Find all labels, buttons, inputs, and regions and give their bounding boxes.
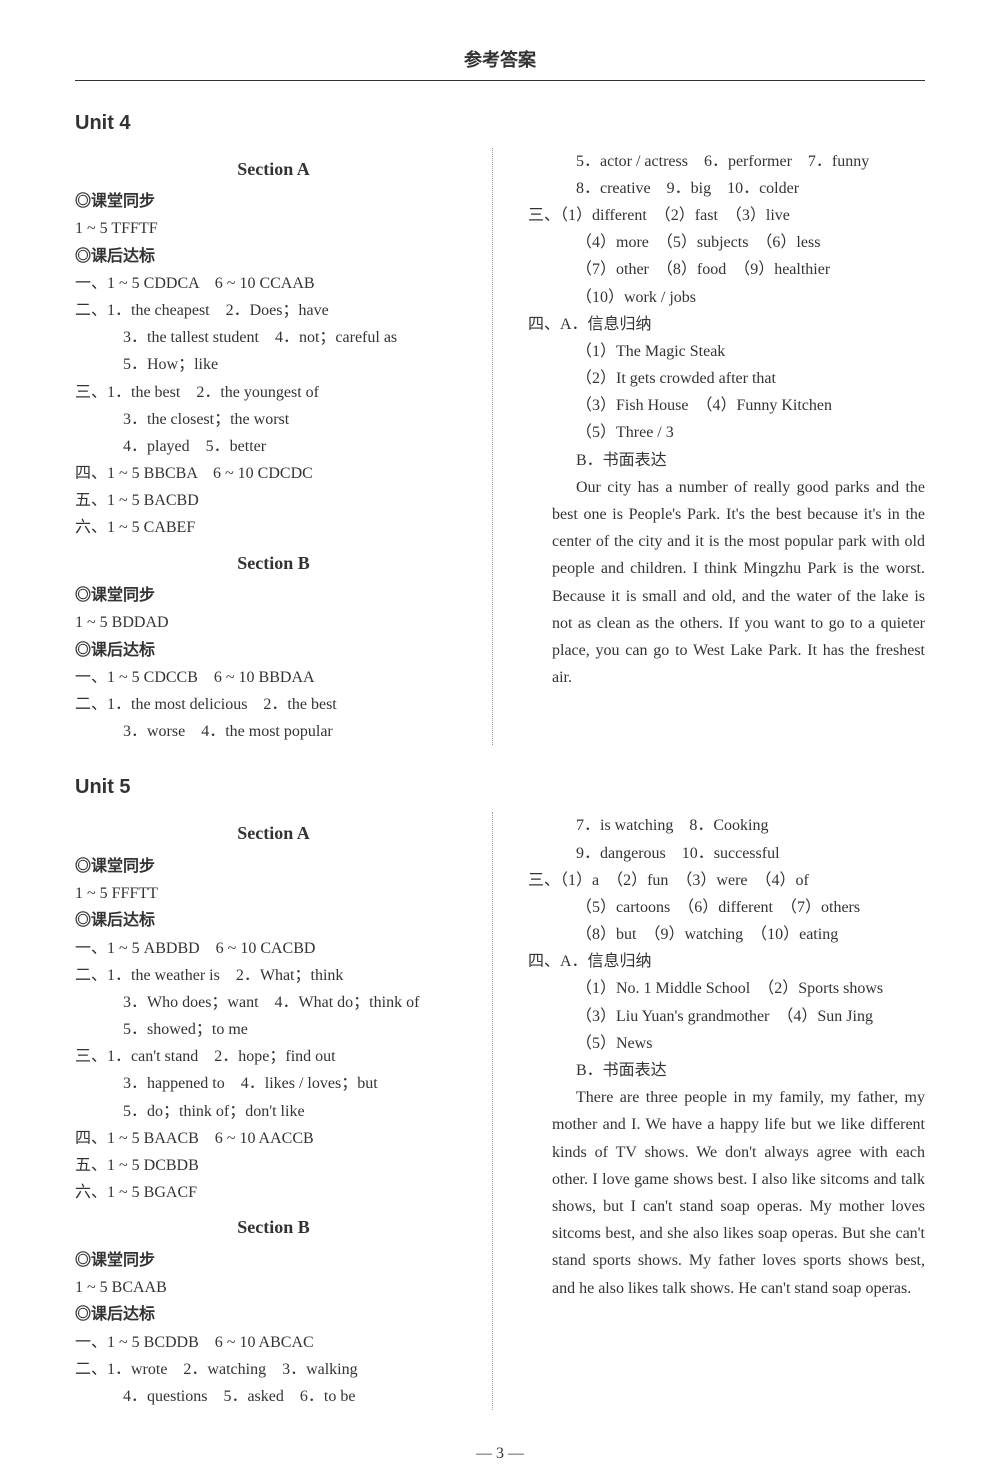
- u4-secA-l3a: 三、1．the best 2．the youngest of: [75, 379, 472, 406]
- u5-essay-text: There are three people in my family, my …: [552, 1084, 925, 1302]
- u5-si-b: B．书面表达: [528, 1057, 925, 1084]
- u5-san-c: （8）but （9）watching （10）eating: [528, 921, 925, 948]
- u4-si-b: B．书面表达: [528, 447, 925, 474]
- u4-essay-text: Our city has a number of really good par…: [552, 474, 925, 692]
- u5-si-3: （5）News: [528, 1030, 925, 1057]
- u5-r2: 9．dangerous 10．successful: [528, 840, 925, 867]
- unit5-right-col: 7．is watching 8．Cooking 9．dangerous 10．s…: [528, 812, 925, 1410]
- unit5-left-col: Section A 课堂同步 1 ~ 5 FFFTT 课后达标 一、1 ~ 5 …: [75, 812, 493, 1410]
- u5-secB-kt-label: 课堂同步: [75, 1247, 472, 1274]
- u4-secA-l4: 四、1 ~ 5 BBCBA 6 ~ 10 CDCDC: [75, 460, 472, 487]
- u4-san-c: （7）other （8）food （9）healthier: [528, 256, 925, 283]
- u4-secA-l5: 五、1 ~ 5 BACBD: [75, 487, 472, 514]
- u4-san-a: 三、（1）different （2）fast （3）live: [528, 202, 925, 229]
- u4-si-head: 四、A．信息归纳: [528, 311, 925, 338]
- u4-secB-db-label: 课后达标: [75, 637, 472, 664]
- u5-secA-l6: 六、1 ~ 5 BGACF: [75, 1179, 472, 1206]
- u5-secA-l3a: 三、1．can't stand 2．hope；find out: [75, 1043, 472, 1070]
- u4-secA-title: Section A: [75, 154, 472, 185]
- u5-san-b: （5）cartoons （6）different （7）others: [528, 894, 925, 921]
- u4-secB-kt-ans: 1 ~ 5 BDDAD: [75, 609, 472, 636]
- u5-secA-l5: 五、1 ~ 5 DCBDB: [75, 1152, 472, 1179]
- u5-essay: There are three people in my family, my …: [528, 1084, 925, 1302]
- u5-secA-l4: 四、1 ~ 5 BAACB 6 ~ 10 AACCB: [75, 1125, 472, 1152]
- u5-secA-kt-ans: 1 ~ 5 FFFTT: [75, 880, 472, 907]
- u4-r1: 5．actor / actress 6．performer 7．funny: [528, 148, 925, 175]
- unit4-columns: Section A 课堂同步 1 ~ 5 TFFTF 课后达标 一、1 ~ 5 …: [75, 148, 925, 746]
- u5-secB-db-label: 课后达标: [75, 1301, 472, 1328]
- u5-si-1: （1）No. 1 Middle School （2）Sports shows: [528, 975, 925, 1002]
- u5-r1: 7．is watching 8．Cooking: [528, 812, 925, 839]
- unit5-title: Unit 5: [75, 770, 925, 804]
- u4-secA-db-label: 课后达标: [75, 243, 472, 270]
- u4-secA-l6: 六、1 ~ 5 CABEF: [75, 514, 472, 541]
- u5-secA-kt-label: 课堂同步: [75, 853, 472, 880]
- u5-si-head: 四、A．信息归纳: [528, 948, 925, 975]
- u5-secA-db-label: 课后达标: [75, 907, 472, 934]
- u4-secB-kt-label: 课堂同步: [75, 582, 472, 609]
- unit4-left-col: Section A 课堂同步 1 ~ 5 TFFTF 课后达标 一、1 ~ 5 …: [75, 148, 493, 746]
- u4-secB-l2a: 二、1．the most delicious 2．the best: [75, 691, 472, 718]
- u4-r2: 8．creative 9．big 10．colder: [528, 175, 925, 202]
- u5-secB-title: Section B: [75, 1212, 472, 1243]
- u4-secA-l3c: 4．played 5．better: [75, 433, 472, 460]
- u4-secA-kt-label: 课堂同步: [75, 188, 472, 215]
- u5-secB-l1: 一、1 ~ 5 BCDDB 6 ~ 10 ABCAC: [75, 1329, 472, 1356]
- unit4-title: Unit 4: [75, 106, 925, 140]
- u4-secA-l1: 一、1 ~ 5 CDDCA 6 ~ 10 CCAAB: [75, 270, 472, 297]
- page-number: — 3 —: [75, 1440, 925, 1467]
- unit4-right-col: 5．actor / actress 6．performer 7．funny 8．…: [528, 148, 925, 746]
- u4-secB-title: Section B: [75, 548, 472, 579]
- u5-secA-title: Section A: [75, 818, 472, 849]
- u5-secA-l2a: 二、1．the weather is 2．What；think: [75, 962, 472, 989]
- u4-san-d: （10）work / jobs: [528, 284, 925, 311]
- u4-secA-l2c: 5．How；like: [75, 351, 472, 378]
- u5-secA-l3b: 3．happened to 4．likes / loves；but: [75, 1070, 472, 1097]
- u5-si-2: （3）Liu Yuan's grandmother （4）Sun Jing: [528, 1003, 925, 1030]
- u4-secA-l2b: 3．the tallest student 4．not；careful as: [75, 324, 472, 351]
- u4-si-3: （3）Fish House （4）Funny Kitchen: [528, 392, 925, 419]
- u5-secB-l2b: 4．questions 5．asked 6．to be: [75, 1383, 472, 1410]
- u4-si-4: （5）Three / 3: [528, 419, 925, 446]
- u5-secA-l2b: 3．Who does；want 4．What do；think of: [75, 989, 472, 1016]
- u4-essay: Our city has a number of really good par…: [528, 474, 925, 692]
- u4-secB-l2b: 3．worse 4．the most popular: [75, 718, 472, 745]
- u4-secA-l2a: 二、1．the cheapest 2．Does；have: [75, 297, 472, 324]
- u5-secA-l1: 一、1 ~ 5 ABDBD 6 ~ 10 CACBD: [75, 935, 472, 962]
- u4-secA-l3b: 3．the closest；the worst: [75, 406, 472, 433]
- u4-san-b: （4）more （5）subjects （6）less: [528, 229, 925, 256]
- u5-san-a: 三、（1）a （2）fun （3）were （4）of: [528, 867, 925, 894]
- unit5-columns: Section A 课堂同步 1 ~ 5 FFFTT 课后达标 一、1 ~ 5 …: [75, 812, 925, 1410]
- u5-secA-l3c: 5．do；think of；don't like: [75, 1098, 472, 1125]
- u4-si-1: （1）The Magic Steak: [528, 338, 925, 365]
- u4-secA-kt-ans: 1 ~ 5 TFFTF: [75, 215, 472, 242]
- u4-si-2: （2）It gets crowded after that: [528, 365, 925, 392]
- page-header: 参考答案: [75, 45, 925, 81]
- u5-secB-l2a: 二、1．wrote 2．watching 3．walking: [75, 1356, 472, 1383]
- u4-secB-l1: 一、1 ~ 5 CDCCB 6 ~ 10 BBDAA: [75, 664, 472, 691]
- u5-secB-kt-ans: 1 ~ 5 BCAAB: [75, 1274, 472, 1301]
- u5-secA-l2c: 5．showed；to me: [75, 1016, 472, 1043]
